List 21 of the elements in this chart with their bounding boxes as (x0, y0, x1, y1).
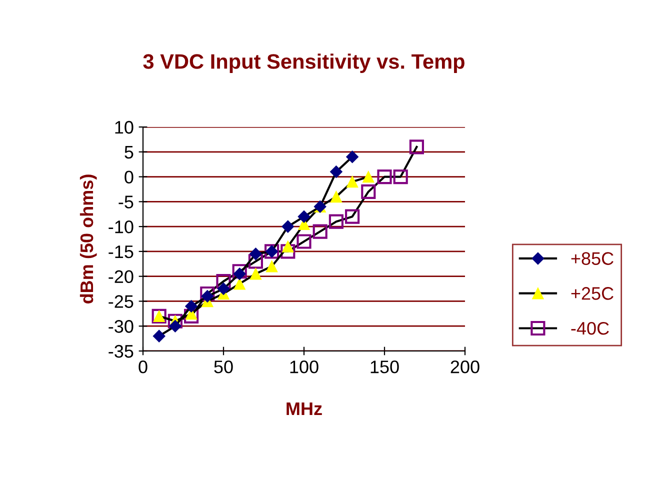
x-tick-label: 50 (214, 360, 233, 374)
x-tick-label: 200 (450, 360, 480, 374)
chart-title: 3 VDC Input Sensitivity vs. Temp (143, 54, 464, 73)
y-tick-label: -20 (108, 270, 134, 284)
y-tick-label: 10 (115, 120, 134, 134)
y-tick-label: -10 (108, 220, 134, 234)
x-axis-title: MHz (286, 402, 322, 415)
legend-label: -40C (571, 322, 609, 335)
x-tick-label: 0 (138, 360, 148, 374)
y-tick-label: -5 (118, 196, 134, 208)
y-tick-label: 0 (124, 170, 134, 184)
y-tick-label: -25 (108, 295, 134, 308)
y-tick-label: 5 (124, 146, 134, 159)
legend-label: +85C (571, 252, 614, 265)
y-tick-label: -35 (108, 344, 134, 358)
y-axis-title: dBm (50 ohms) (80, 174, 97, 304)
legend-label: +25C (571, 287, 614, 300)
y-tick-label: -30 (108, 320, 134, 333)
x-tick-label: 100 (290, 360, 318, 374)
x-tick-label: 150 (370, 360, 399, 374)
y-tick-label: -15 (108, 246, 134, 258)
